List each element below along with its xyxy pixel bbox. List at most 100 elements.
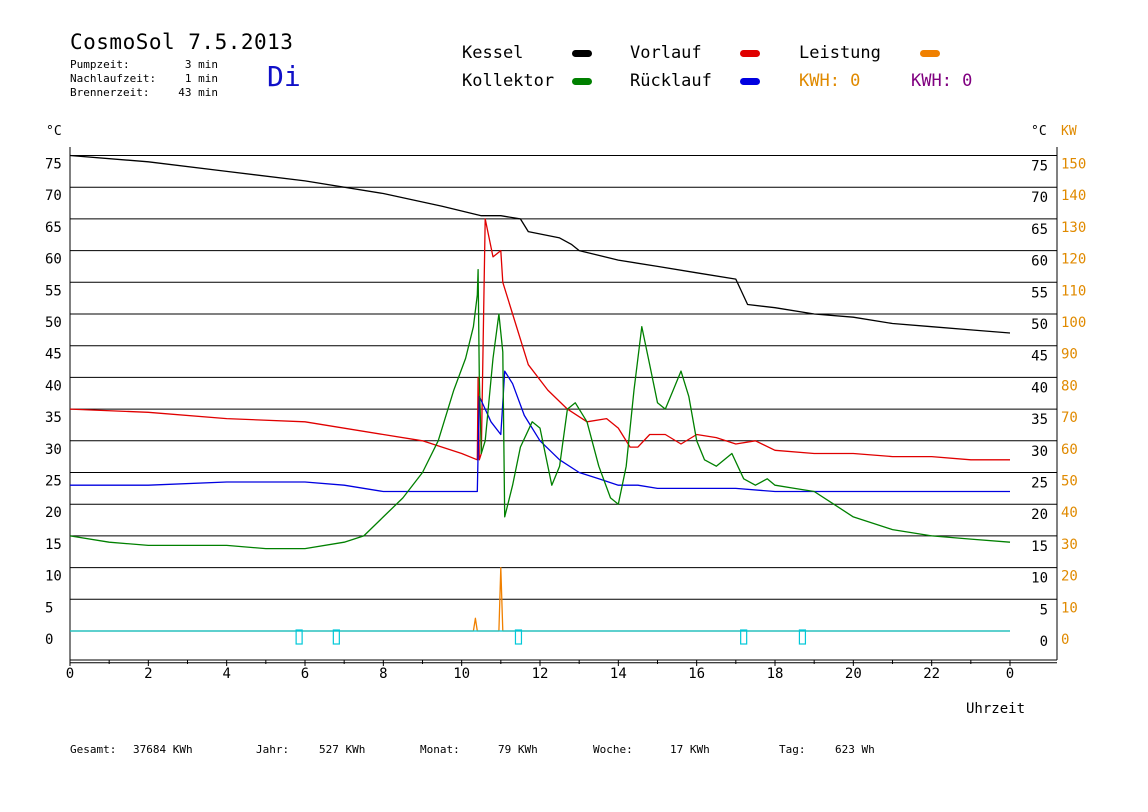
footer-total-value: 37684 KWh: [133, 743, 193, 756]
y-tick-label-left: 70: [45, 188, 62, 204]
pump-marker: [798, 629, 807, 645]
pump-time-value: 3 min: [184, 58, 218, 71]
y-tick-label-left: 35: [45, 410, 62, 426]
power-tick-label: 10: [1061, 600, 1078, 616]
power-tick-label: 100: [1061, 315, 1086, 331]
y-tick-label-right: 30: [1031, 444, 1048, 460]
burner-time-label: Brennerzeit:: [70, 86, 150, 99]
power-tick-label: 150: [1061, 157, 1086, 173]
chart-title: CosmoSol 7.5.2013: [70, 30, 294, 54]
power-tick-label: 0: [1061, 632, 1069, 648]
kwh-purple: KWH: 0: [911, 71, 973, 91]
legend-leistung-swatch: [920, 50, 940, 57]
footer-total-label: Gesamt:: [70, 743, 117, 756]
y-tick-label-right: 75: [1031, 159, 1048, 175]
y-tick-label-right: 5: [1040, 602, 1048, 618]
x-tick-label: 4: [222, 666, 230, 682]
y-tick-label-right: 10: [1031, 571, 1048, 587]
y-tick-label-right: 45: [1031, 349, 1048, 365]
y-tick-label-left: 30: [45, 442, 62, 458]
y-tick-label-right: 20: [1031, 507, 1048, 523]
footer-year-label: Jahr:: [256, 743, 290, 756]
y-axis-unit-power: KW: [1061, 124, 1077, 139]
power-tick-label: 80: [1061, 378, 1078, 394]
x-tick-label: 16: [688, 666, 705, 682]
y-tick-label-left: 55: [45, 283, 62, 299]
x-tick-label: 0: [66, 666, 74, 682]
power-tick-label: 90: [1061, 347, 1078, 363]
power-tick-label: 40: [1061, 505, 1078, 521]
y-tick-label-left: 60: [45, 252, 62, 268]
legend-kessel-label: Kessel: [462, 43, 524, 63]
x-tick-label: 0: [1006, 666, 1014, 682]
y-tick-label-right: 70: [1031, 190, 1048, 206]
y-tick-label-right: 0: [1040, 634, 1048, 650]
x-tick-label: 18: [767, 666, 784, 682]
kwh-orange: KWH: 0: [799, 71, 861, 91]
legend-kollektor-label: Kollektor: [462, 71, 555, 91]
power-tick-label: 30: [1061, 537, 1078, 553]
footer-day-label: Tag:: [779, 743, 806, 756]
series-line-rcklauf: [70, 370, 1010, 493]
legend-vorlauf-label: Vorlauf: [630, 43, 702, 63]
pump-marker: [332, 629, 340, 645]
series-line-kollektor: [69, 268, 1011, 550]
x-tick-label: 22: [923, 666, 940, 682]
power-tick-label: 60: [1061, 442, 1078, 458]
x-tick-label: 10: [453, 666, 470, 682]
footer-month-label: Monat:: [420, 743, 460, 756]
x-tick-label: 12: [532, 666, 549, 682]
pump-marker: [514, 629, 523, 645]
y-tick-label-left: 0: [45, 632, 53, 648]
power-tick-label: 50: [1061, 474, 1078, 490]
legend-ruecklauf-swatch: [740, 78, 760, 85]
legend-vorlauf-swatch: [740, 50, 760, 57]
footer-week-label: Woche:: [593, 743, 633, 756]
x-tick-label: 8: [379, 666, 387, 682]
y-tick-label-left: 10: [45, 569, 62, 585]
power-tick-label: 140: [1061, 188, 1086, 204]
series-line-vorlauf: [69, 218, 1010, 461]
y-tick-label-right: 65: [1031, 222, 1048, 238]
x-tick-label: 20: [845, 666, 862, 682]
y-tick-label-right: 60: [1031, 254, 1048, 270]
y-tick-label-left: 45: [45, 347, 62, 363]
x-tick-label: 2: [144, 666, 152, 682]
y-tick-label-left: 65: [45, 220, 62, 236]
y-tick-label-right: 40: [1031, 380, 1048, 396]
x-tick-label: 14: [610, 666, 627, 682]
y-tick-label-left: 5: [45, 600, 53, 616]
overrun-time-label: Nachlaufzeit:: [70, 72, 157, 85]
pump-time-label: Pumpzeit:: [70, 58, 130, 71]
footer-week-value: 17 KWh: [670, 743, 710, 756]
overrun-time-value: 1 min: [184, 72, 218, 85]
y-tick-label-left: 15: [45, 537, 62, 553]
x-tick-label: 6: [301, 666, 309, 682]
y-tick-label-left: 25: [45, 474, 62, 490]
y-tick-label-right: 15: [1031, 539, 1048, 555]
power-tick-label: 110: [1061, 283, 1086, 299]
y-tick-label-left: 50: [45, 315, 62, 331]
power-tick-label: 70: [1061, 410, 1078, 426]
pump-marker: [295, 629, 303, 645]
footer-month-value: 79 KWh: [498, 743, 538, 756]
footer-year-value: 527 KWh: [319, 743, 366, 756]
y-tick-label-right: 50: [1031, 317, 1048, 333]
y-axis-unit-right: °C: [1031, 124, 1047, 139]
y-tick-label-right: 55: [1031, 285, 1048, 301]
y-tick-label-left: 20: [45, 505, 62, 521]
footer-day-value: 623 Wh: [835, 743, 875, 756]
legend-kessel-swatch: [572, 50, 592, 57]
power-tick-label: 130: [1061, 220, 1086, 236]
legend-ruecklauf-label: Rücklauf: [630, 71, 712, 91]
y-tick-label-left: 75: [45, 157, 62, 173]
legend-kollektor-swatch: [572, 78, 592, 85]
y-tick-label-right: 35: [1031, 412, 1048, 428]
power-tick-label: 20: [1061, 569, 1078, 585]
legend-leistung-label: Leistung: [799, 43, 881, 63]
weekday-label: Di: [267, 60, 301, 93]
y-tick-label-left: 40: [45, 378, 62, 394]
burner-time-value: 43 min: [178, 86, 218, 99]
y-tick-label-right: 25: [1031, 476, 1048, 492]
